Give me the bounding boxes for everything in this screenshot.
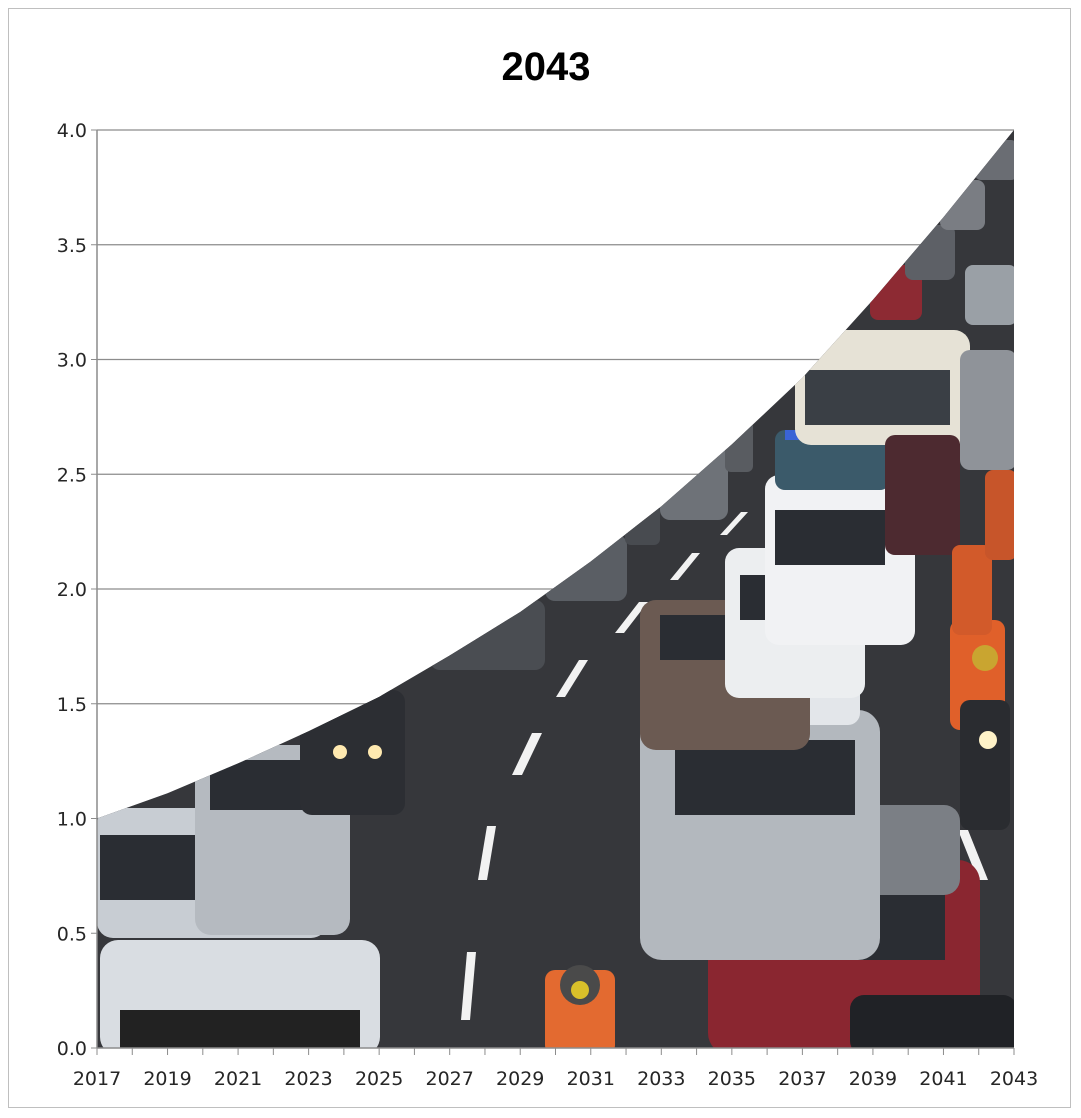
x-tick-label: 2029 bbox=[496, 1068, 544, 1090]
y-tick-label: 0.0 bbox=[57, 1038, 87, 1060]
y-ticks: 0.0 0.5 1.0 1.5 2.0 2.5 3.0 3.5 4.0 bbox=[57, 120, 97, 1060]
x-tick-label: 2033 bbox=[637, 1068, 685, 1090]
x-tick-label: 2043 bbox=[990, 1068, 1038, 1090]
x-tick-label: 2031 bbox=[567, 1068, 615, 1090]
x-tick-label: 2021 bbox=[214, 1068, 262, 1090]
y-tick-label: 0.5 bbox=[57, 923, 87, 945]
x-tick-label: 2037 bbox=[778, 1068, 826, 1090]
lane-markings bbox=[461, 512, 988, 1020]
y-tick-label: 3.0 bbox=[57, 350, 87, 372]
x-tick-label: 2023 bbox=[284, 1068, 332, 1090]
cars-center bbox=[640, 330, 980, 1048]
y-tick-label: 3.5 bbox=[57, 235, 87, 257]
x-ticks: 2017 2019 2021 2023 2025 2027 2029 2031 2033 2035… bbox=[73, 1048, 1038, 1090]
x-tick-label: 2025 bbox=[355, 1068, 403, 1090]
y-tick-label: 1.5 bbox=[57, 694, 87, 716]
chart-title: 2043 bbox=[502, 45, 591, 89]
y-tick-label: 1.0 bbox=[57, 809, 87, 831]
x-tick-label: 2027 bbox=[426, 1068, 474, 1090]
x-tick-label: 2041 bbox=[919, 1068, 967, 1090]
traffic-photo-area bbox=[97, 130, 1014, 1048]
y-tick-label: 4.0 bbox=[57, 120, 87, 142]
y-tick-label: 2.5 bbox=[57, 464, 87, 486]
x-tick-label: 2017 bbox=[73, 1068, 121, 1090]
x-tick-label: 2039 bbox=[849, 1068, 897, 1090]
x-tick-label: 2035 bbox=[708, 1068, 756, 1090]
cars-right bbox=[545, 140, 1014, 1048]
y-tick-label: 2.0 bbox=[57, 579, 87, 601]
x-tick-label: 2019 bbox=[143, 1068, 191, 1090]
